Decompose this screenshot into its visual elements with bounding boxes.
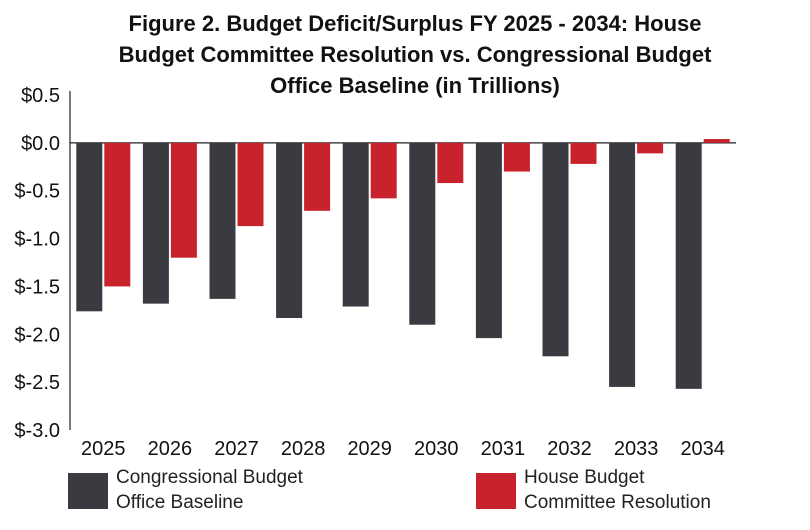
y-tick-label: $-0.5 [14, 181, 60, 203]
bar-cbo-2030 [409, 142, 436, 325]
x-tick-label: 2034 [680, 438, 725, 460]
bar-cbo-2027 [209, 142, 236, 299]
legend-swatch-cbo [68, 473, 108, 509]
bar-cbo-2028 [276, 142, 303, 319]
legend-label-cbo: Congressional Budget Office Baseline [116, 467, 303, 513]
x-tick-label: 2025 [81, 438, 126, 460]
y-tick-label: $-2.5 [14, 372, 60, 394]
bar-house-2030 [437, 142, 464, 184]
legend-item-house: House Budget Committee Resolution [476, 465, 711, 515]
y-tick-label: $0.0 [21, 133, 60, 155]
y-tick-label: $-1.0 [14, 229, 60, 251]
bar-house-2029 [370, 142, 397, 199]
chart-title-line-3: Office Baseline (in Trillions) [270, 73, 560, 98]
bar-house-2027 [237, 142, 264, 227]
bar-cbo-2029 [342, 142, 369, 307]
bar-house-2033 [637, 142, 664, 154]
bar-house-2025 [104, 142, 131, 287]
x-tick-label: 2027 [214, 438, 259, 460]
bar-cbo-2033 [609, 142, 636, 387]
chart-title: Figure 2. Budget Deficit/Surplus FY 2025… [70, 8, 760, 101]
bars [76, 139, 730, 389]
x-tick-label: 2030 [414, 438, 459, 460]
bar-cbo-2031 [475, 142, 502, 339]
bar-house-2026 [170, 142, 197, 258]
y-tick-label: $0.5 [21, 85, 60, 107]
y-tick-label: $-1.5 [14, 276, 60, 298]
bar-cbo-2032 [542, 142, 569, 357]
bar-house-2031 [503, 142, 530, 172]
bar-house-2032 [570, 142, 597, 164]
legend-label-house: House Budget Committee Resolution [524, 467, 711, 513]
bar-cbo-2034 [675, 142, 702, 389]
bar-cbo-2025 [76, 142, 103, 312]
y-axis: $0.5 $0.0 $-0.5 $-1.0 $-1.5 $-2.0 $-2.5 $-3.0 [14, 85, 736, 442]
x-tick-label: 2032 [547, 438, 592, 460]
bar-cbo-2026 [142, 142, 169, 304]
x-tick-label: 2026 [148, 438, 193, 460]
x-tick-label: 2028 [281, 438, 326, 460]
bar-house-2034 [703, 139, 730, 143]
y-tick-label: $-2.0 [14, 324, 60, 346]
x-tick-label: 2033 [614, 438, 659, 460]
x-axis: 2025 2026 2027 2028 2029 2030 2031 2032 2033 2034 [81, 438, 725, 460]
chart-title-line-2: Budget Committee Resolution vs. Congress… [118, 42, 712, 67]
chart-title-line-1: Figure 2. Budget Deficit/Surplus FY 2025… [128, 11, 702, 36]
x-tick-label: 2029 [347, 438, 392, 460]
y-tick-label: $-3.0 [14, 420, 60, 442]
legend-item-cbo: Congressional Budget Office Baseline [68, 465, 303, 515]
legend-swatch-house [476, 473, 516, 509]
x-tick-label: 2031 [481, 438, 526, 460]
bar-house-2028 [304, 142, 331, 211]
